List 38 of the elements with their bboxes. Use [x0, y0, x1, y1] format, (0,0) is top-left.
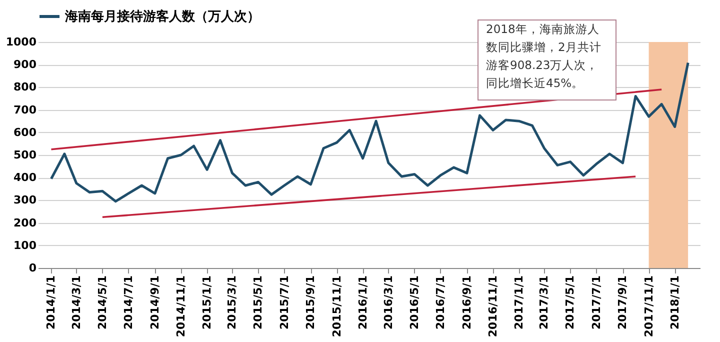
legend-label: 海南每月接待游客人数（万人次） [64, 8, 260, 24]
x-tick-label: 2017/1/1 [512, 276, 526, 330]
x-tick-label: 2017/5/1 [564, 276, 577, 330]
y-tick-label: 900 [14, 58, 37, 72]
y-tick-label: 600 [14, 126, 37, 139]
x-tick-label: 2016/1/1 [356, 276, 370, 330]
x-tick-label: 2015/9/1 [304, 276, 318, 330]
y-tick-label: 200 [14, 216, 37, 230]
x-tick-label: 2014/3/1 [70, 276, 83, 330]
y-tick-label: 500 [14, 148, 37, 162]
x-tick-label: 2016/7/1 [434, 276, 447, 330]
y-tick-label: 800 [14, 80, 37, 94]
x-tick-label: 2015/7/1 [278, 276, 291, 330]
x-tick-label: 2015/3/1 [226, 276, 239, 330]
x-tick-label: 2015/1/1 [200, 276, 214, 330]
x-tick-label: 2016/9/1 [460, 276, 474, 330]
x-tick-label: 2017/9/1 [616, 276, 630, 330]
x-tick-label: 2014/11/1 [174, 276, 188, 338]
y-tick-label: 700 [14, 103, 37, 116]
annotation: 2018年，海南旅游人数同比骤增，2月共计游客908.23万人次，同比增长近45%。 [486, 22, 602, 90]
x-tick-label: 2014/7/1 [122, 276, 135, 330]
x-tick-label: 2017/11/1 [642, 276, 656, 338]
x-tick-label: 2016/11/1 [486, 276, 500, 338]
x-tick-label: 2016/5/1 [408, 276, 421, 330]
x-tick-label: 2014/5/1 [96, 276, 109, 330]
x-tick-label: 2014/1/1 [44, 276, 58, 330]
y-tick-label: 300 [14, 194, 37, 207]
y-tick-label: 400 [14, 171, 37, 184]
x-tick-label: 2016/3/1 [382, 276, 395, 330]
y-tick-label: 1000 [6, 36, 37, 48]
x-tick-label: 2018/1/1 [668, 276, 682, 330]
x-tick-label: 2017/7/1 [590, 276, 603, 330]
y-tick-label: 0 [28, 262, 37, 274]
x-tick-label: 2015/11/1 [330, 276, 344, 338]
x-tick-label: 2017/3/1 [538, 276, 551, 330]
x-tick-label: 2014/9/1 [148, 276, 162, 330]
x-tick-label: 2015/5/1 [252, 276, 265, 330]
y-tick-label: 100 [14, 238, 37, 252]
